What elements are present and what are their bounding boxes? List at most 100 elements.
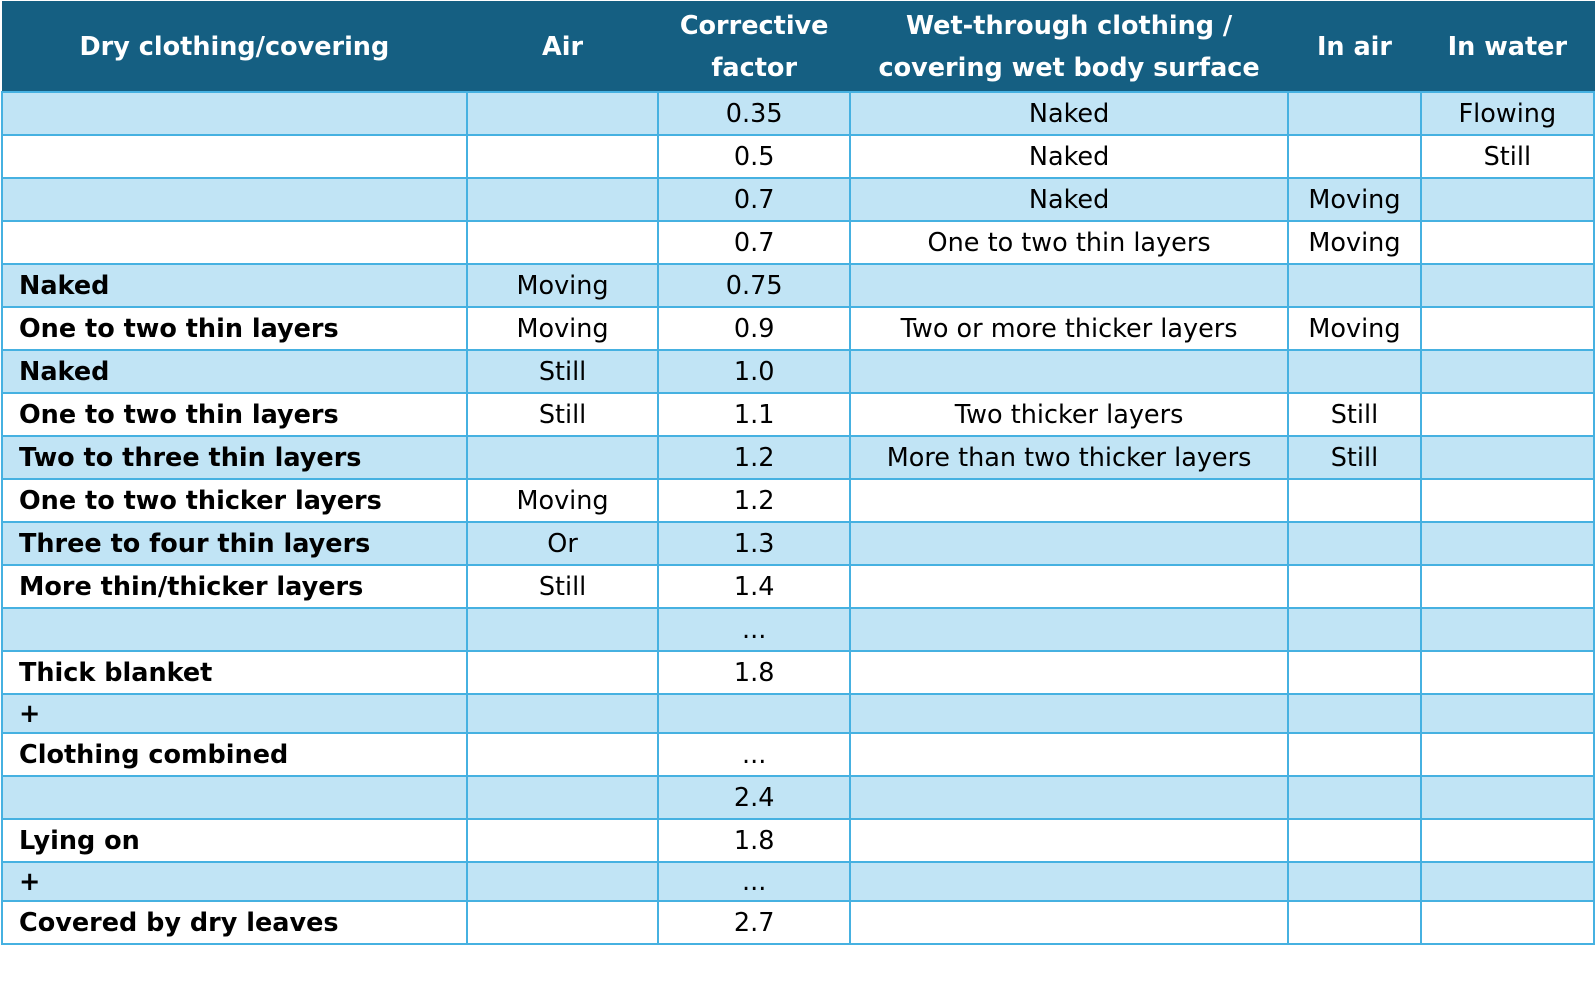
table-row: More thin/thicker layers Still 1.4	[1, 564, 1596, 609]
dry-clothing-cell: Naked	[1, 349, 468, 394]
air-cell: Still	[465, 349, 660, 394]
dry-clothing-cell	[1, 607, 468, 652]
in-water-cell	[1419, 349, 1596, 394]
wet-clothing-cell	[848, 564, 1290, 609]
wet-clothing-cell	[848, 521, 1290, 566]
air-cell: Moving	[465, 478, 660, 523]
dry-clothing-cell: Naked	[1, 263, 468, 308]
air-cell	[465, 861, 660, 902]
in-water-cell	[1419, 478, 1596, 523]
wet-clothing-cell: Two thicker layers	[848, 392, 1290, 437]
table-row: Two to three thin layers 1.2 More than t…	[1, 435, 1596, 480]
air-cell	[465, 693, 660, 734]
in-water-cell: Flowing	[1419, 91, 1596, 136]
air-cell	[465, 775, 660, 820]
table-row: Thick blanket 1.8	[1, 650, 1596, 695]
corrective-factor-cell: 0.5	[657, 134, 851, 179]
in-water-cell	[1419, 861, 1596, 902]
in-air-cell	[1287, 861, 1422, 902]
in-air-cell	[1287, 478, 1422, 523]
table-row: Covered by dry leaves 2.7	[1, 900, 1596, 945]
corrective-factor-cell: 0.9	[657, 306, 851, 351]
header-row: Dry clothing/covering Air Corrective fac…	[1, 1, 1595, 93]
corrective-factor-cell	[657, 693, 851, 734]
dry-clothing-cell: +	[1, 861, 468, 902]
in-air-cell	[1287, 91, 1422, 136]
table-row: One to two thicker layers Moving 1.2	[1, 478, 1596, 523]
corrective-factor-cell: 1.0	[657, 349, 851, 394]
header-wet-clothing: Wet-through clothing / covering wet body…	[849, 1, 1289, 93]
dry-clothing-cell	[1, 91, 468, 136]
air-cell	[465, 435, 660, 480]
corrective-factor-cell: ...	[657, 607, 851, 652]
corrective-factor-cell: ...	[657, 732, 851, 777]
wet-clothing-cell	[848, 900, 1290, 945]
corrective-factor-cell: 1.8	[657, 650, 851, 695]
air-cell: Or	[465, 521, 660, 566]
in-air-cell: Moving	[1287, 220, 1422, 265]
corrective-factor-cell: 1.1	[657, 392, 851, 437]
dry-clothing-cell: Three to four thin layers	[1, 521, 468, 566]
table-row: 0.35 Naked Flowing	[1, 91, 1596, 136]
corrective-factor-cell: 0.7	[657, 220, 851, 265]
in-water-cell	[1419, 564, 1596, 609]
in-air-cell	[1287, 349, 1422, 394]
wet-clothing-cell: Naked	[848, 177, 1290, 222]
wet-clothing-cell	[848, 263, 1290, 308]
dry-clothing-cell: Covered by dry leaves	[1, 900, 468, 945]
wet-clothing-cell	[848, 861, 1290, 902]
corrective-factor-cell: 1.3	[657, 521, 851, 566]
dry-clothing-cell: +	[1, 693, 468, 734]
in-air-cell: Moving	[1287, 306, 1422, 351]
corrective-factor-cell: 1.8	[657, 818, 851, 863]
header-dry-clothing: Dry clothing/covering	[1, 1, 468, 93]
dry-clothing-cell	[1, 220, 468, 265]
wet-clothing-cell	[848, 650, 1290, 695]
table-row: +	[1, 693, 1596, 734]
wet-clothing-cell	[848, 693, 1290, 734]
in-air-cell: Still	[1287, 435, 1422, 480]
air-cell	[465, 732, 660, 777]
air-cell	[465, 134, 660, 179]
table-row: Naked Still 1.0	[1, 349, 1596, 394]
dry-clothing-cell: One to two thin layers	[1, 392, 468, 437]
header-in-air: In air	[1287, 1, 1422, 93]
in-water-cell	[1419, 650, 1596, 695]
in-air-cell: Moving	[1287, 177, 1422, 222]
table-row: ...	[1, 607, 1596, 652]
table-row: + ...	[1, 861, 1596, 902]
corrective-factor-cell: ...	[657, 861, 851, 902]
in-air-cell	[1287, 263, 1422, 308]
header-corrective-factor: Corrective factor	[657, 1, 851, 93]
dry-clothing-cell	[1, 134, 468, 179]
wet-clothing-cell: Naked	[848, 134, 1290, 179]
dry-clothing-cell	[1, 775, 468, 820]
corrective-factor-cell: 0.35	[657, 91, 851, 136]
wet-clothing-cell	[848, 775, 1290, 820]
air-cell	[465, 91, 660, 136]
dry-clothing-cell: Two to three thin layers	[1, 435, 468, 480]
dry-clothing-cell: Lying on	[1, 818, 468, 863]
table-row: Three to four thin layers Or 1.3	[1, 521, 1596, 566]
in-water-cell	[1419, 693, 1596, 734]
air-cell	[465, 607, 660, 652]
in-air-cell	[1287, 134, 1422, 179]
wet-clothing-cell	[848, 607, 1290, 652]
table-row: One to two thin layers Still 1.1 Two thi…	[1, 392, 1596, 437]
in-air-cell	[1287, 521, 1422, 566]
header-in-water: In water	[1420, 1, 1595, 93]
in-water-cell: Still	[1419, 134, 1596, 179]
air-cell: Still	[465, 564, 660, 609]
air-cell	[465, 900, 660, 945]
in-water-cell	[1419, 818, 1596, 863]
table-row: Lying on 1.8	[1, 818, 1596, 863]
in-water-cell	[1419, 392, 1596, 437]
dry-clothing-cell: Clothing combined	[1, 732, 468, 777]
air-cell: Still	[465, 392, 660, 437]
in-water-cell	[1419, 732, 1596, 777]
table-row: Clothing combined ...	[1, 732, 1596, 777]
air-cell	[465, 818, 660, 863]
air-cell: Moving	[465, 263, 660, 308]
in-water-cell	[1419, 177, 1596, 222]
in-water-cell	[1419, 220, 1596, 265]
